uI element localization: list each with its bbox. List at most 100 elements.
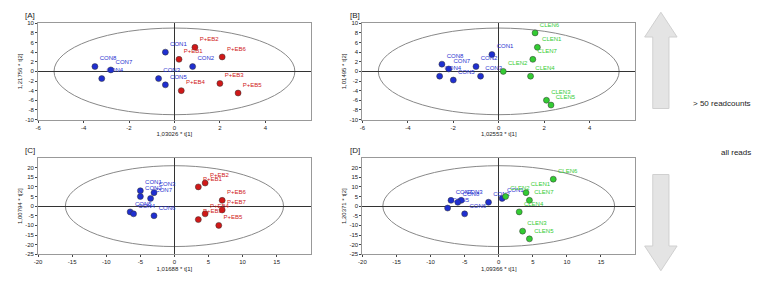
svg-text:all reads: all reads (721, 148, 751, 157)
svg-text:CLEN4: CLEN4 (535, 65, 555, 71)
svg-text:-15: -15 (25, 232, 34, 238)
svg-text:10: 10 (239, 259, 246, 265)
svg-text:P+EB1: P+EB1 (203, 176, 223, 182)
svg-text:15: 15 (352, 174, 359, 180)
svg-text:1,09366 * t[1]: 1,09366 * t[1] (481, 266, 517, 272)
svg-text:CON7: CON7 (456, 189, 473, 195)
svg-text:6: 6 (355, 40, 359, 46)
svg-text:CLEN3: CLEN3 (527, 220, 547, 226)
svg-text:P+EB3: P+EB3 (225, 72, 245, 78)
svg-text:-10: -10 (102, 259, 111, 265)
svg-text:P+EB3: P+EB3 (203, 208, 223, 214)
svg-text:CON7: CON7 (453, 58, 470, 64)
svg-text:2: 2 (31, 59, 35, 65)
svg-text:CLEN7: CLEN7 (534, 189, 554, 195)
svg-text:-5: -5 (462, 259, 468, 265)
svg-text:15: 15 (27, 174, 34, 180)
svg-text:5: 5 (31, 194, 35, 200)
svg-text:CON1: CON1 (497, 43, 514, 49)
svg-text:0: 0 (355, 68, 359, 74)
svg-text:-20: -20 (25, 242, 34, 248)
svg-text:10: 10 (27, 184, 34, 190)
svg-text:1,01688 * t[1]: 1,01688 * t[1] (157, 266, 193, 272)
svg-text:0: 0 (173, 259, 177, 265)
svg-text:-25: -25 (350, 251, 359, 257)
svg-text:CLEN2: CLEN2 (508, 60, 528, 66)
svg-text:CON6: CON6 (469, 203, 486, 209)
svg-text:-25: -25 (25, 251, 34, 257)
svg-text:10: 10 (352, 20, 359, 26)
svg-text:-8: -8 (29, 107, 35, 113)
svg-text:CON2: CON2 (197, 55, 214, 61)
svg-text:-15: -15 (392, 259, 401, 265)
svg-text:CON8: CON8 (100, 55, 117, 61)
svg-text:20: 20 (352, 165, 359, 171)
svg-text:CLEN1: CLEN1 (531, 181, 551, 187)
svg-text:CON4: CON4 (138, 203, 155, 209)
svg-text:-5: -5 (138, 259, 144, 265)
svg-text:1,01495 * t[2]: 1,01495 * t[2] (341, 53, 347, 89)
svg-text:CLEN4: CLEN4 (524, 201, 544, 207)
svg-text:[C]: [C] (25, 146, 35, 155)
svg-text:> 50 readcounts: > 50 readcounts (693, 99, 751, 108)
svg-text:CON2: CON2 (493, 191, 510, 197)
svg-text:CON4: CON4 (444, 65, 461, 71)
svg-text:0: 0 (173, 125, 177, 131)
svg-text:0: 0 (497, 259, 501, 265)
svg-text:1,21756 * t[2]: 1,21756 * t[2] (17, 53, 23, 89)
svg-text:-6: -6 (360, 125, 366, 131)
svg-text:CON1: CON1 (507, 187, 524, 193)
svg-text:CLEN7: CLEN7 (538, 48, 558, 54)
svg-text:8: 8 (355, 30, 359, 36)
svg-text:-2: -2 (451, 125, 457, 131)
svg-text:[B]: [B] (350, 11, 360, 20)
svg-text:4: 4 (355, 49, 359, 55)
svg-text:5: 5 (207, 259, 211, 265)
svg-text:P+EB4: P+EB4 (186, 79, 206, 85)
svg-text:20: 20 (27, 165, 34, 171)
svg-text:2: 2 (543, 125, 547, 131)
svg-text:P+EB6: P+EB6 (227, 189, 247, 195)
svg-text:10: 10 (564, 259, 571, 265)
svg-text:P+EB2: P+EB2 (210, 172, 230, 178)
svg-text:CON8: CON8 (447, 53, 464, 59)
svg-text:CLEN3: CLEN3 (551, 89, 571, 95)
svg-text:0: 0 (31, 68, 35, 74)
svg-text:CON8: CON8 (463, 191, 480, 197)
svg-text:P+EB2: P+EB2 (200, 36, 220, 42)
svg-text:-2: -2 (29, 78, 35, 84)
svg-text:CLEN6: CLEN6 (540, 23, 560, 27)
svg-text:-5: -5 (29, 213, 35, 219)
svg-text:1,00794 * t[2]: 1,00794 * t[2] (17, 188, 23, 224)
svg-text:-2: -2 (126, 125, 132, 131)
svg-text:CON3: CON3 (485, 65, 502, 71)
svg-text:-4: -4 (29, 88, 35, 94)
svg-text:-20: -20 (350, 242, 359, 248)
svg-text:[A]: [A] (25, 11, 35, 20)
svg-text:-5: -5 (353, 213, 359, 219)
svg-text:CON5: CON5 (170, 74, 187, 80)
svg-text:P+EB6: P+EB6 (227, 46, 247, 52)
svg-text:6: 6 (31, 40, 35, 46)
svg-text:CON5: CON5 (452, 197, 469, 203)
svg-text:0: 0 (497, 125, 501, 131)
svg-text:CON3: CON3 (163, 67, 180, 73)
svg-text:-4: -4 (353, 88, 359, 94)
svg-text:P+EB4: P+EB4 (210, 203, 230, 209)
svg-text:4: 4 (264, 125, 268, 131)
svg-text:-4: -4 (405, 125, 411, 131)
svg-text:0: 0 (355, 203, 359, 209)
svg-text:P+EB5: P+EB5 (243, 82, 263, 88)
svg-text:-2: -2 (353, 78, 359, 84)
svg-text:-6: -6 (353, 97, 359, 103)
svg-text:CON3: CON3 (466, 189, 483, 195)
svg-text:-20: -20 (34, 259, 43, 265)
svg-text:5: 5 (355, 194, 359, 200)
svg-text:-8: -8 (353, 107, 359, 113)
svg-text:CLEN6: CLEN6 (558, 168, 578, 174)
svg-text:-10: -10 (350, 117, 359, 123)
svg-text:-10: -10 (426, 259, 435, 265)
svg-text:10: 10 (27, 20, 34, 26)
svg-text:5: 5 (531, 259, 535, 265)
svg-text:CLEN1: CLEN1 (542, 36, 562, 42)
